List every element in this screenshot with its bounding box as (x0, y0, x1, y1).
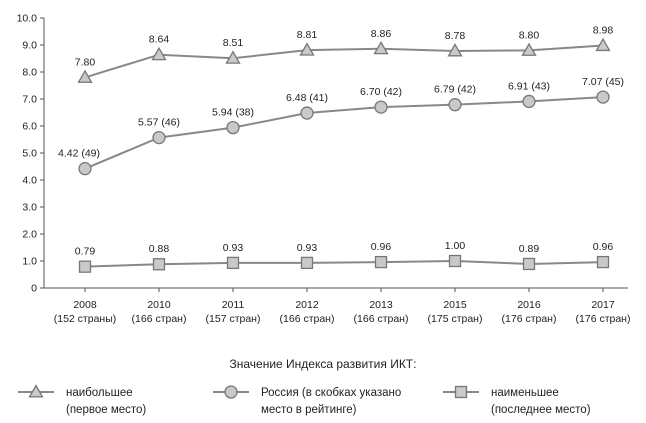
x-tick-label-countries: (175 стран) (428, 313, 483, 325)
legend-label: место в рейтинге) (261, 404, 357, 416)
y-tick-label: 2.0 (22, 229, 37, 241)
data-point-circle (226, 120, 240, 135)
legend-marker-triangle (28, 384, 44, 398)
x-tick-label-year: 2011 (222, 299, 245, 311)
y-tick-label: 0 (31, 283, 37, 295)
data-label: 7.80 (75, 56, 96, 68)
legend-marker-square (454, 385, 468, 399)
data-point-square (522, 257, 536, 271)
data-point-square (300, 256, 314, 270)
y-tick-label: 6.0 (22, 121, 37, 133)
data-label: 6.79 (42) (434, 84, 476, 96)
legend-label: (первое место) (66, 404, 146, 416)
data-point-triangle (521, 42, 537, 56)
legend-label: наименьшее (491, 387, 559, 399)
data-point-square (226, 256, 240, 270)
data-label: 8.51 (223, 37, 244, 49)
x-tick-label-year: 2010 (147, 299, 171, 311)
data-label: 8.98 (593, 25, 614, 37)
x-tick-label-countries: (152 страны) (54, 313, 117, 325)
data-label: 0.89 (519, 243, 540, 255)
data-point-triangle (299, 42, 315, 56)
y-tick-label: 3.0 (22, 202, 37, 214)
data-label: 8.81 (297, 29, 318, 41)
y-tick-label: 10.0 (17, 13, 38, 25)
data-label: 6.91 (43) (508, 80, 550, 92)
data-label: 1.00 (445, 240, 466, 252)
series-line-triangle (84, 44, 604, 79)
x-tick-label-year: 2013 (369, 299, 393, 311)
data-point-circle (300, 106, 314, 120)
data-point-triangle (151, 46, 167, 61)
x-tick-label-countries: (166 стран) (132, 313, 187, 325)
x-tick-label-year: 2015 (443, 299, 467, 311)
data-label: 6.70 (42) (360, 86, 402, 98)
data-point-circle (374, 100, 388, 114)
data-point-square (78, 260, 92, 273)
data-point-triangle (373, 40, 389, 55)
data-point-circle (522, 94, 536, 109)
data-label: 8.78 (445, 30, 466, 42)
data-point-square (448, 254, 462, 268)
y-tick-label: 9.0 (22, 40, 37, 52)
x-tick-label-year: 2008 (73, 299, 97, 311)
y-tick-label: 8.0 (22, 67, 37, 79)
data-label: 8.64 (149, 34, 170, 46)
data-label: 0.93 (223, 242, 244, 254)
legend-label: наибольшее (66, 387, 133, 399)
y-tick-label: 7.0 (22, 94, 37, 106)
data-point-square (152, 258, 166, 271)
data-point-circle (152, 130, 166, 145)
y-tick-label: 4.0 (22, 175, 37, 187)
legend-title: Значение Индекса развития ИКТ: (230, 357, 417, 371)
data-point-triangle (225, 50, 241, 64)
legend-marker-circle (224, 385, 238, 399)
data-label: 0.79 (75, 246, 96, 258)
legend-label: (последнее место) (491, 404, 591, 416)
data-label: 5.57 (46) (138, 117, 180, 129)
y-tick-label: 5.0 (22, 148, 37, 160)
data-label: 5.94 (38) (212, 107, 254, 119)
x-tick-label-countries: (166 стран) (354, 313, 409, 325)
data-point-triangle (77, 69, 93, 83)
data-point-square (596, 255, 610, 269)
series-line-circle (84, 96, 604, 170)
y-tick-label: 1.0 (22, 256, 37, 268)
data-point-triangle (595, 37, 611, 52)
data-label: 7.07 (45) (582, 76, 624, 88)
data-label: 8.86 (371, 28, 392, 40)
data-point-triangle (447, 43, 463, 57)
data-label: 0.96 (371, 241, 392, 253)
data-label: 0.88 (149, 243, 170, 255)
series-line-square (84, 259, 604, 268)
x-tick-label-countries: (166 стран) (280, 313, 335, 325)
data-label: 8.80 (519, 29, 540, 41)
data-label: 6.48 (41) (286, 92, 328, 104)
x-tick-label-year: 2016 (517, 299, 541, 311)
x-tick-label-countries: (176 стран) (502, 313, 557, 325)
x-tick-label-year: 2017 (591, 299, 615, 311)
data-label: 0.96 (593, 241, 614, 253)
legend-label: Россия (в скобках указано (261, 387, 401, 399)
data-point-square (374, 255, 388, 269)
x-tick-label-countries: (157 стран) (206, 313, 261, 325)
data-label: 0.93 (297, 242, 318, 254)
data-label: 4.42 (49) (58, 148, 100, 160)
data-point-circle (448, 98, 462, 112)
data-point-circle (596, 90, 610, 104)
x-tick-label-countries: (176 стран) (576, 313, 631, 325)
data-point-circle (78, 162, 92, 176)
x-tick-label-year: 2012 (295, 299, 319, 311)
